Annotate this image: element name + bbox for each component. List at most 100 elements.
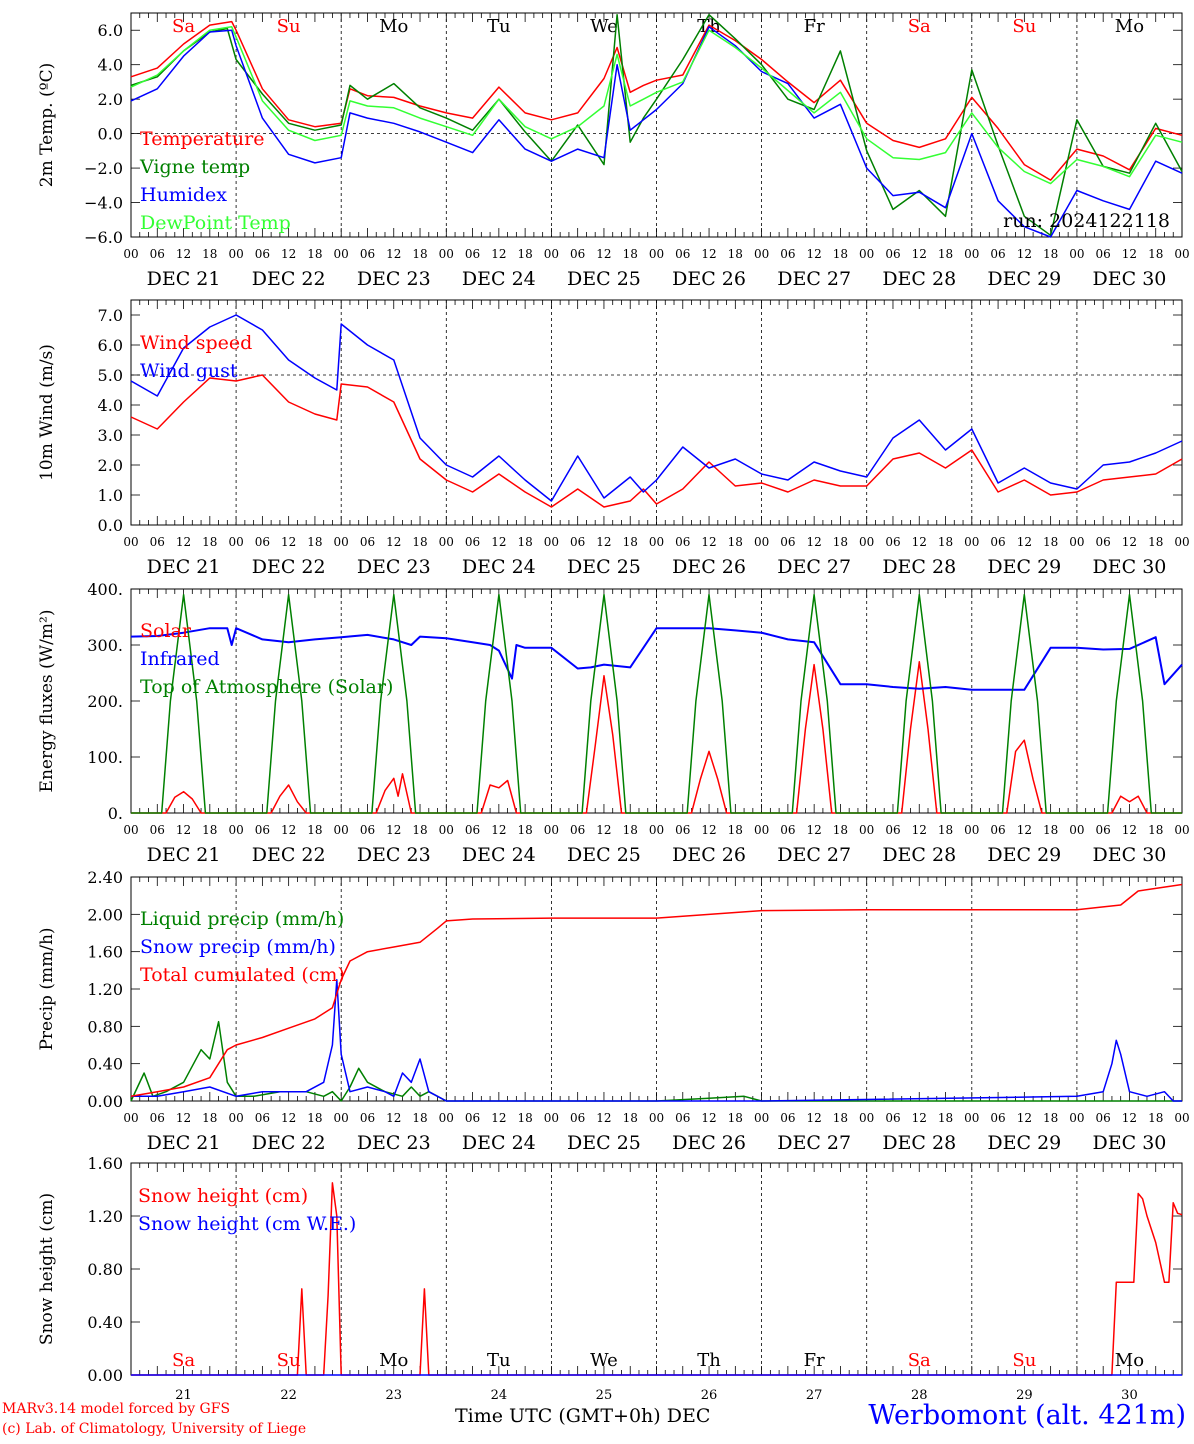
wind-y-tick-label: 4.0 (98, 396, 123, 415)
precip-hour-tick-label: 00 (1174, 1111, 1189, 1125)
wind-date-label: DEC 28 (882, 556, 956, 578)
energy-hour-tick-label: 00 (123, 823, 138, 837)
precip-hour-tick-label: 00 (544, 1111, 559, 1125)
temperature-legend-entry: DewPoint Temp (140, 212, 291, 234)
wind-hour-tick-label: 06 (150, 535, 165, 549)
energy-y-axis-label: Energy fluxes (W/m²) (37, 610, 57, 793)
energy-hour-tick-label: 18 (412, 823, 427, 837)
precip-y-tick-label: 0.80 (87, 1017, 123, 1036)
precip-hour-tick-label: 18 (202, 1111, 217, 1125)
energy-hour-tick-label: 18 (202, 823, 217, 837)
energy-hour-tick-label: 12 (912, 823, 927, 837)
energy-date-label: DEC 29 (987, 844, 1061, 866)
temperature-date-label: DEC 28 (882, 268, 956, 290)
precip-date-label: DEC 28 (882, 1132, 956, 1154)
precip-y-tick-label: 1.20 (87, 980, 123, 999)
snow-y-tick-label: 0.40 (87, 1313, 123, 1332)
snow-weekday-label: Mo (1115, 1350, 1144, 1371)
temperature-hour-tick-label: 12 (912, 247, 927, 261)
temperature-date-label: DEC 22 (252, 268, 326, 290)
energy-hour-tick-label: 00 (228, 823, 243, 837)
snow-y-tick-label: 0.80 (87, 1260, 123, 1279)
wind-hour-tick-label: 12 (912, 535, 927, 549)
precip-date-label: DEC 25 (567, 1132, 641, 1154)
precip-y-tick-label: 1.60 (87, 943, 123, 962)
wind-date-label: DEC 29 (987, 556, 1061, 578)
temperature-weekday-label: Su (277, 16, 301, 37)
temperature-hour-tick-label: 06 (990, 247, 1005, 261)
wind-hour-tick-label: 18 (1148, 535, 1163, 549)
energy-hour-tick-label: 12 (176, 823, 191, 837)
temperature-hour-tick-label: 06 (675, 247, 690, 261)
wind-hour-tick-label: 18 (833, 535, 848, 549)
wind-date-label: DEC 22 (252, 556, 326, 578)
temperature-hour-tick-label: 00 (334, 247, 349, 261)
wind-hour-tick-label: 12 (701, 535, 716, 549)
wind-date-label: DEC 23 (357, 556, 431, 578)
temperature-date-label: DEC 26 (672, 268, 746, 290)
precip-y-tick-label: 0.40 (87, 1055, 123, 1074)
temperature-y-tick-label: −4.0 (84, 194, 123, 213)
wind-hour-tick-label: 18 (938, 535, 953, 549)
precip-hour-tick-label: 00 (228, 1111, 243, 1125)
temperature-date-label: DEC 21 (147, 268, 221, 290)
snow-weekday-label: Tu (487, 1350, 511, 1371)
wind-hour-tick-label: 00 (334, 535, 349, 549)
temperature-hour-tick-label: 00 (1069, 247, 1084, 261)
precip-hour-tick-label: 00 (964, 1111, 979, 1125)
temperature-weekday-label: Su (1012, 16, 1036, 37)
precip-hour-tick-label: 00 (439, 1111, 454, 1125)
snow-weekday-label: Su (1012, 1350, 1036, 1371)
energy-hour-tick-label: 18 (623, 823, 638, 837)
precip-hour-tick-label: 06 (885, 1111, 900, 1125)
energy-hour-tick-label: 06 (150, 823, 165, 837)
wind-hour-tick-label: 18 (1043, 535, 1058, 549)
energy-y-tick-label: 400. (87, 580, 123, 599)
temperature-y-tick-label: 0.0 (98, 125, 123, 144)
snow-weekday-label: Su (277, 1350, 301, 1371)
precip-series-total-cumulated-cm (130, 883, 1183, 1098)
temperature-date-label: DEC 30 (1093, 268, 1167, 290)
energy-hour-tick-label: 06 (885, 823, 900, 837)
precip-y-tick-label: 0.00 (87, 1092, 123, 1111)
x-axis-title: Time UTC (GMT+0h) DEC (455, 1405, 711, 1427)
precip-hour-tick-label: 12 (281, 1111, 296, 1125)
precip-hour-tick-label: 12 (807, 1111, 822, 1125)
energy-hour-tick-label: 00 (544, 823, 559, 837)
temperature-hour-tick-label: 12 (596, 247, 611, 261)
temperature-hour-tick-label: 00 (228, 247, 243, 261)
wind-date-label: DEC 27 (777, 556, 851, 578)
precip-hour-tick-label: 00 (859, 1111, 874, 1125)
energy-hour-tick-label: 00 (649, 823, 664, 837)
temperature-hour-tick-label: 06 (150, 247, 165, 261)
temperature-y-tick-label: −6.0 (84, 228, 123, 247)
temperature-frame (130, 12, 1183, 238)
wind-hour-tick-label: 06 (885, 535, 900, 549)
precip-hour-tick-label: 06 (360, 1111, 375, 1125)
energy-date-label: DEC 28 (882, 844, 956, 866)
energy-hour-tick-label: 18 (307, 823, 322, 837)
snow-y-axis-label: Snow height (cm) (37, 1193, 57, 1345)
energy-hour-tick-label: 00 (1174, 823, 1189, 837)
temperature-hour-tick-label: 18 (412, 247, 427, 261)
wind-hour-tick-label: 06 (1096, 535, 1111, 549)
precip-hour-tick-label: 18 (1043, 1111, 1058, 1125)
energy-y-tick-label: 100. (87, 748, 123, 767)
precip-hour-tick-label: 06 (780, 1111, 795, 1125)
energy-hour-tick-label: 18 (833, 823, 848, 837)
energy-hour-tick-label: 12 (1122, 823, 1137, 837)
precip-hour-tick-label: 00 (334, 1111, 349, 1125)
temperature-hour-tick-label: 00 (754, 247, 769, 261)
model-credit: MARv3.14 model forced by GFS (2, 1401, 231, 1417)
temperature-hour-tick-label: 18 (833, 247, 848, 261)
wind-hour-tick-label: 12 (491, 535, 506, 549)
temperature-weekday-label: Mo (1115, 16, 1144, 37)
wind-hour-tick-label: 12 (281, 535, 296, 549)
wind-hour-tick-label: 00 (439, 535, 454, 549)
temperature-date-label: DEC 29 (987, 268, 1061, 290)
wind-date-label: DEC 26 (672, 556, 746, 578)
precip-series-snow-precip-mm-h (131, 978, 1182, 1102)
precip-date-label: DEC 21 (147, 1132, 221, 1154)
energy-frame (130, 588, 1183, 814)
